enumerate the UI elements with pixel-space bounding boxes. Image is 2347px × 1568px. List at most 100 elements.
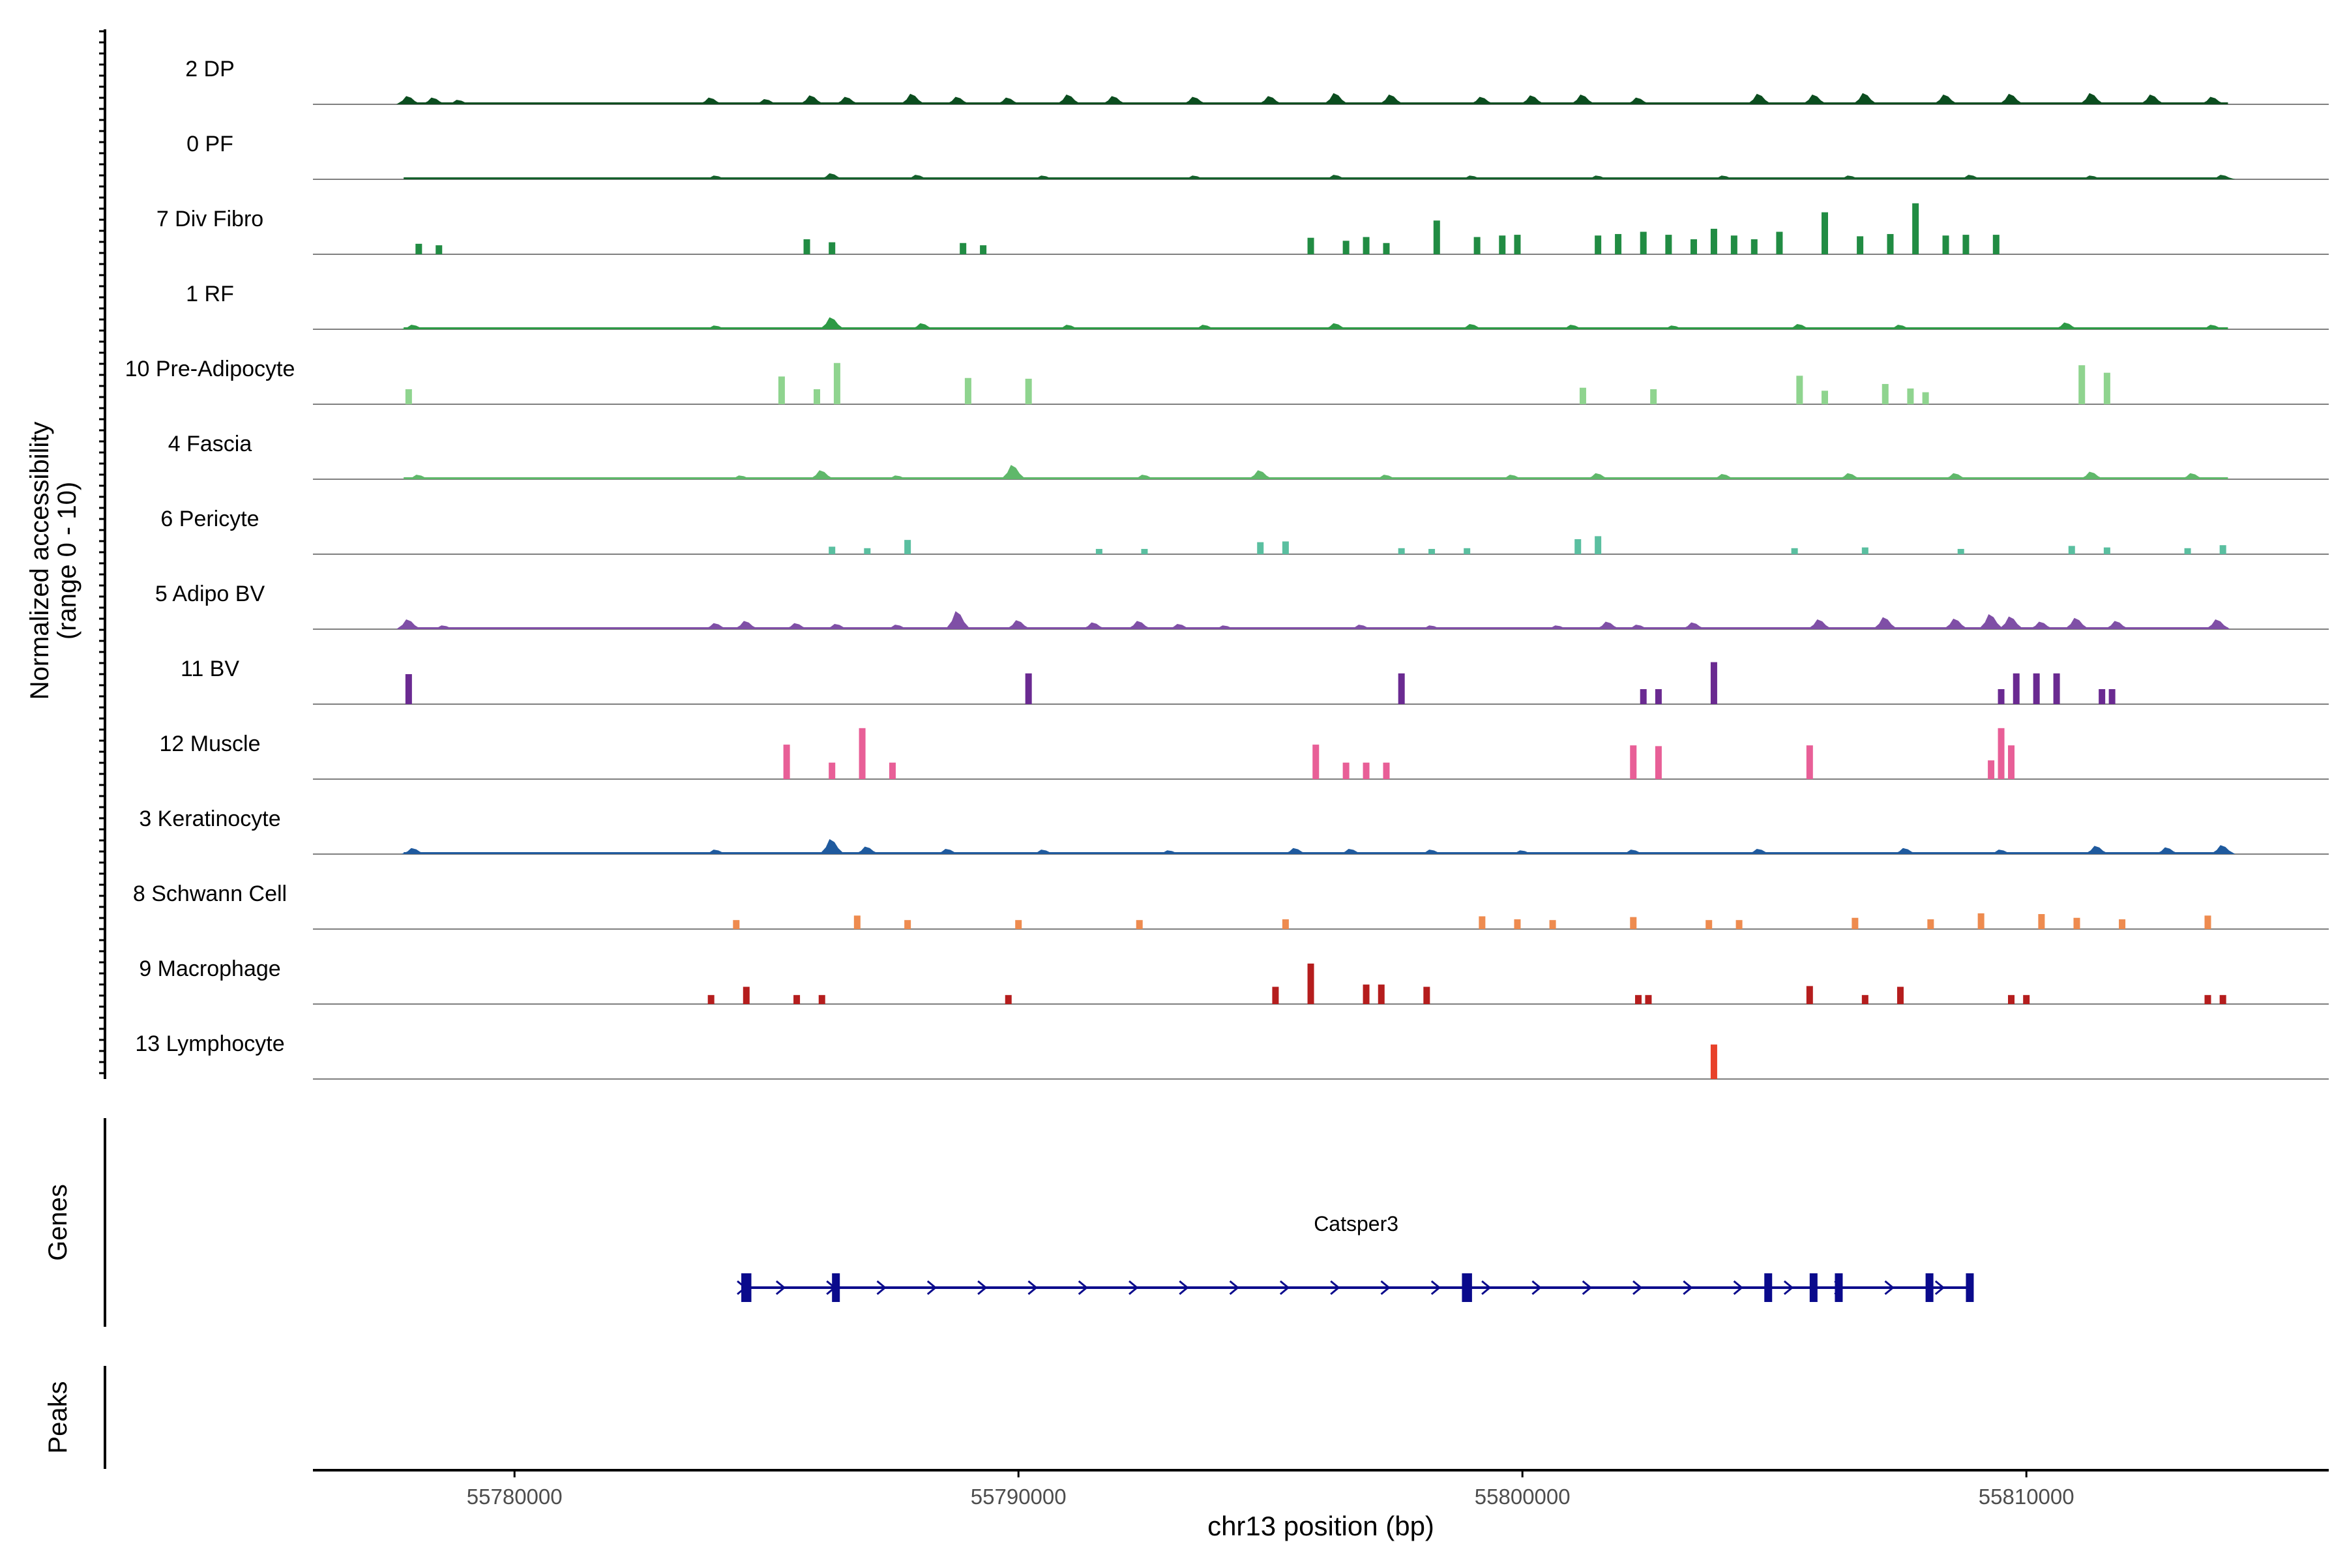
peak-bar	[1428, 548, 1436, 554]
peak-bar	[1312, 745, 1320, 779]
peak-bar	[1710, 1044, 1717, 1079]
strand-arrow	[775, 1280, 786, 1295]
peak-bar	[859, 728, 866, 779]
peak-area	[809, 470, 834, 479]
track-7: 6 Pericyte	[160, 507, 2329, 555]
x-axis-ticks: 55780000 55790000 55800000 55810000	[467, 1470, 2074, 1509]
peak-bar	[1579, 387, 1586, 404]
peak-bar	[1634, 995, 1642, 1004]
peak-area	[1031, 850, 1056, 854]
peak-bar	[1423, 986, 1430, 1004]
peak-area	[1586, 473, 1611, 479]
peak-bar	[1922, 392, 1929, 404]
peak-area	[1625, 625, 1651, 629]
strand-arrow	[926, 1280, 937, 1295]
peak-area	[1520, 95, 1545, 104]
peak-area	[2079, 175, 2104, 179]
x-axis-title: chr13 position (bp)	[1207, 1511, 1434, 1541]
peak-area	[1459, 175, 1484, 179]
peak-bar	[2108, 689, 2116, 704]
peak-bar	[829, 546, 836, 554]
strand-arrow	[1330, 1280, 1340, 1295]
peak-area	[2084, 846, 2110, 854]
track-label: 4 Fascia	[168, 432, 252, 456]
peak-bar	[1957, 548, 1964, 554]
peak-area	[1379, 95, 1404, 104]
peak-area	[1213, 625, 1238, 629]
x-tick-label: 55810000	[1979, 1485, 2074, 1509]
strand-arrow	[1582, 1280, 1593, 1295]
peak-area	[1887, 325, 1913, 329]
peak-bar	[1514, 235, 1521, 254]
strand-arrow	[1430, 1280, 1441, 1295]
track-label: 5 Adipo BV	[155, 582, 265, 606]
peak-area	[945, 611, 971, 629]
peak-area	[447, 100, 472, 104]
peak-area	[1001, 465, 1026, 479]
gene-track	[737, 1273, 1974, 1302]
track-background-signal	[404, 177, 2228, 179]
peak-bar	[2078, 365, 2086, 404]
peak-bar	[707, 995, 715, 1004]
track-label: 12 Muscle	[160, 732, 261, 756]
peak-area	[1837, 473, 1863, 479]
track-label: 7 Div Fibro	[156, 207, 263, 231]
peak-area	[431, 625, 456, 629]
peak-bar	[1710, 228, 1717, 254]
peak-bar	[2119, 919, 2126, 929]
peak-bar	[1998, 689, 2005, 704]
peak-bar	[1998, 728, 2005, 779]
peak-bar	[2023, 995, 2030, 1004]
strand-arrow	[1733, 1280, 1743, 1295]
peak-bar	[818, 995, 825, 1004]
peak-bar	[1640, 231, 1647, 254]
peak-bar	[833, 362, 840, 404]
gene-name-label: Catsper3	[1314, 1212, 1398, 1235]
peak-area	[2155, 847, 2180, 854]
track-13: 9 Macrophage	[139, 956, 2329, 1005]
peak-bar	[2103, 372, 2110, 404]
track-background-signal	[404, 327, 2228, 329]
track-panel: 2 DP 0 PF 7 Div Fibro 1 RF 10 Pre-Adipocyte 4…	[125, 57, 2329, 1080]
track-label: 9 Macrophage	[139, 956, 280, 981]
track-label: 2 DP	[185, 57, 235, 81]
peak-area	[1787, 323, 1812, 329]
peak-bar	[1690, 239, 1698, 254]
track-label: 8 Schwann Cell	[133, 881, 287, 906]
peak-area	[2054, 322, 2080, 329]
peak-area	[1182, 96, 1207, 104]
peak-bar	[904, 540, 911, 554]
peak-bar	[2073, 917, 2080, 929]
peak-area	[1510, 850, 1535, 854]
peak-area	[1419, 850, 1445, 854]
peak-area	[1979, 614, 2004, 629]
peak-bar	[1630, 745, 1637, 779]
track-1: 2 DP	[185, 57, 2329, 105]
peak-area	[1323, 323, 1349, 329]
peak-area	[1872, 617, 1898, 629]
strand-arrow	[1934, 1280, 1945, 1295]
peak-bar	[793, 995, 801, 1004]
strand-arrow	[1380, 1280, 1391, 1295]
track-label: 6 Pericyte	[160, 507, 259, 531]
peak-bar	[783, 745, 790, 779]
x-tick-label: 55780000	[467, 1485, 563, 1509]
track-6: 4 Fascia	[168, 432, 2329, 480]
peak-bar	[1433, 220, 1440, 254]
track-12: 8 Schwann Cell	[133, 881, 2329, 930]
peak-area	[935, 848, 960, 854]
peak-bar	[829, 242, 836, 254]
y-axis-title-line2: (range 0 - 10)	[53, 482, 81, 640]
peak-bar	[1942, 235, 1949, 254]
peak-area	[396, 619, 421, 629]
peak-bar	[829, 762, 836, 779]
peak-bar	[1735, 920, 1743, 929]
peak-area	[2064, 617, 2089, 629]
peak-bar	[1640, 689, 1647, 704]
peak-area	[905, 175, 930, 179]
track-background-signal	[404, 477, 2228, 479]
peak-bar	[1282, 541, 1289, 554]
peak-area	[698, 97, 724, 104]
peak-bar	[1272, 986, 1279, 1004]
peak-bar	[435, 245, 443, 254]
